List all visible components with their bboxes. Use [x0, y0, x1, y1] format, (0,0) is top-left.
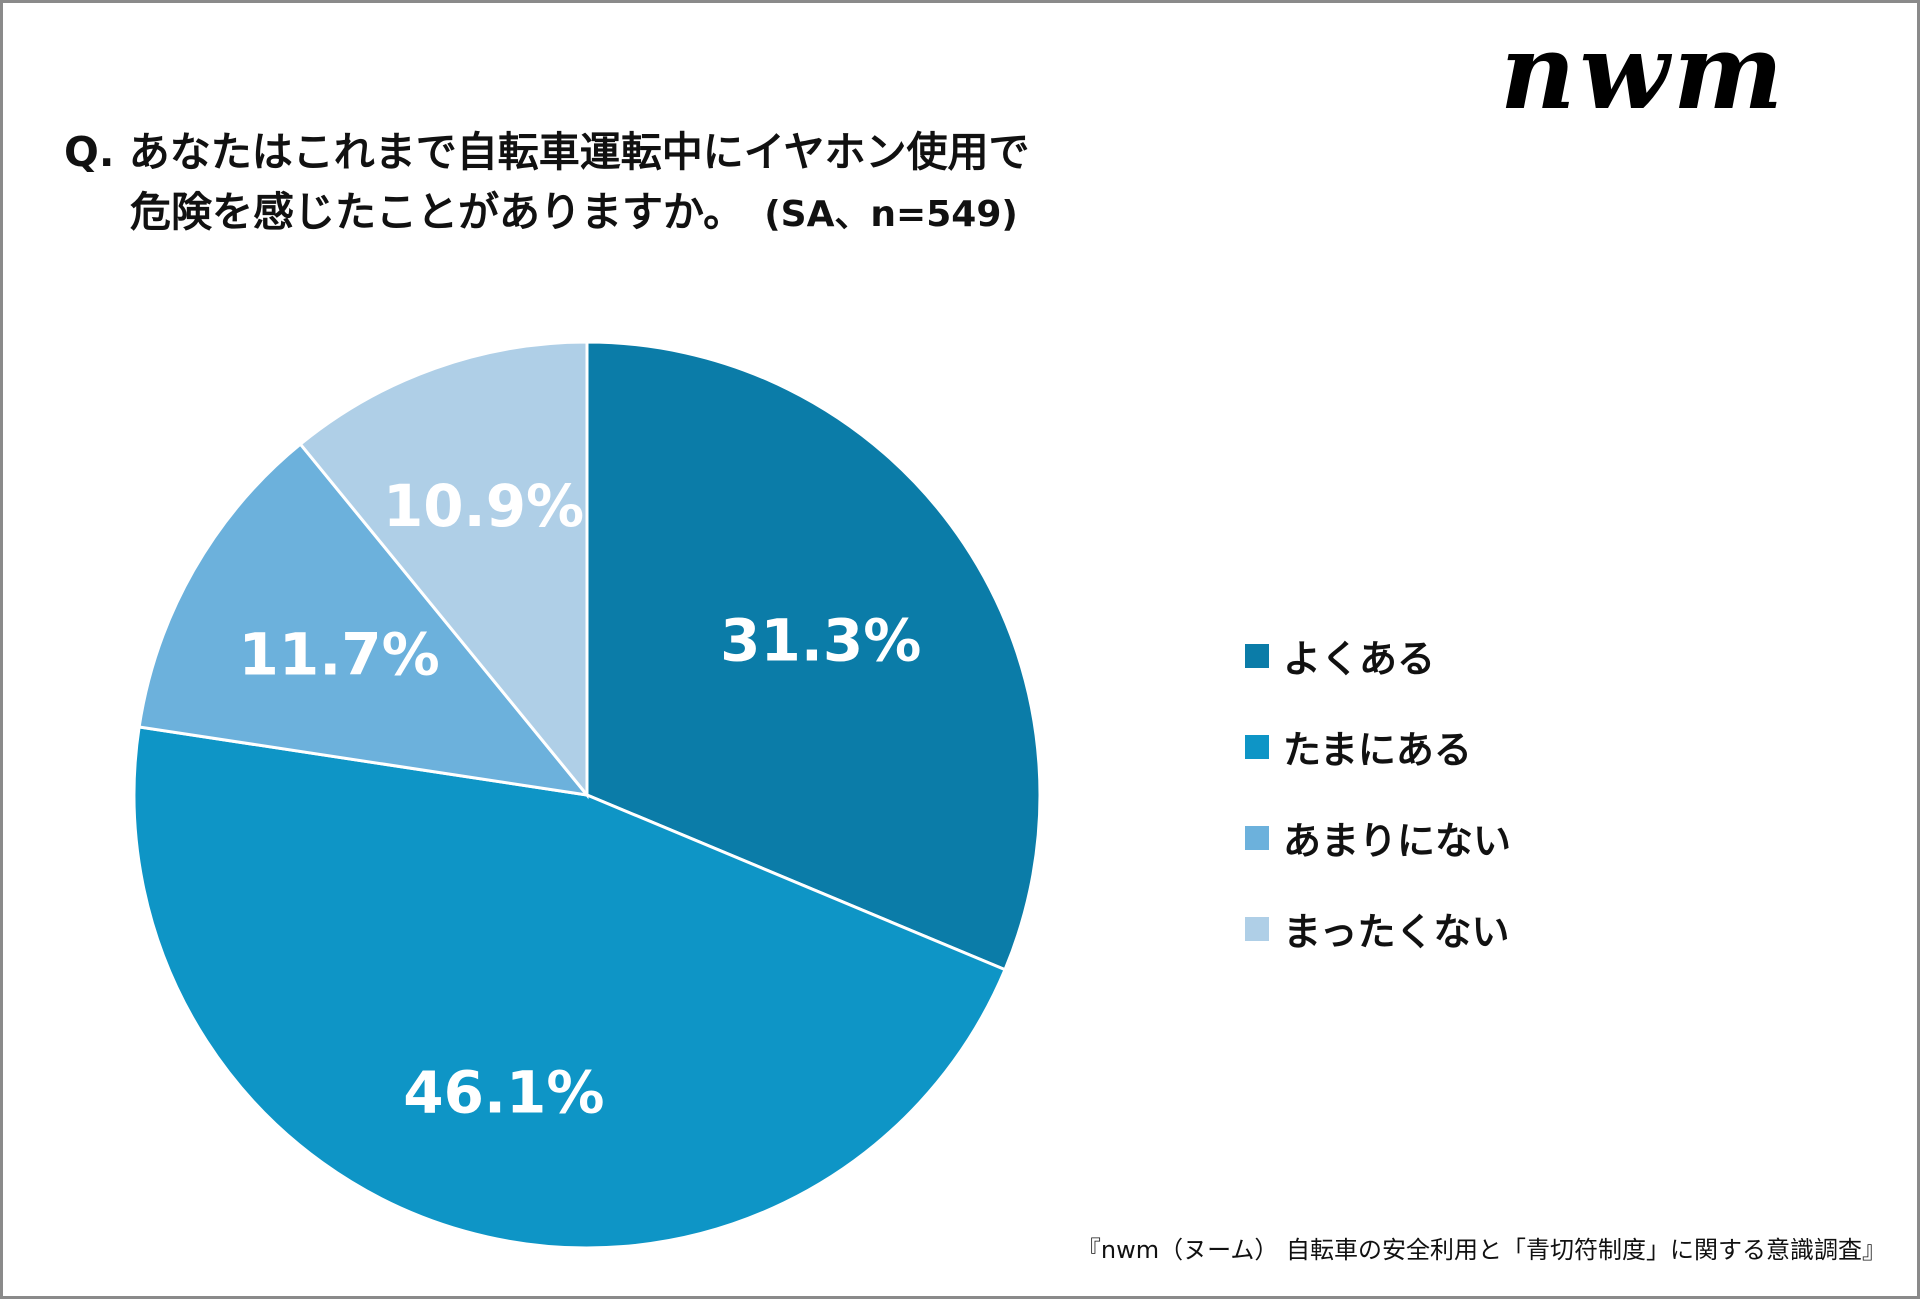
- pie-slice: [585, 340, 1042, 972]
- legend-item: あまりにない: [1245, 792, 1511, 883]
- data-label: 31.3%: [720, 606, 921, 674]
- legend-swatch: [1245, 916, 1269, 941]
- pie-slice: [132, 725, 1007, 1250]
- pie-slice: [298, 340, 589, 800]
- title-line-1: Q. あなたはこれまで自転車運転中にイヤホン使用で: [64, 128, 1030, 176]
- data-label: 46.1%: [403, 1059, 604, 1127]
- legend-swatch: [1245, 734, 1269, 759]
- legend-item: よくある: [1245, 610, 1511, 701]
- legend-swatch: [1245, 643, 1269, 668]
- legend-item: まったくない: [1245, 883, 1511, 974]
- source-note: 『nwm（ヌーム） 自転車の安全利用と「青切符制度」に関する意識調査』: [1076, 1236, 1886, 1264]
- legend-item: たまにある: [1245, 701, 1511, 792]
- sample-note: (SA、n=549): [764, 194, 1018, 235]
- legend-label: あまりにない: [1283, 819, 1512, 863]
- nwm-logo: nwm: [1500, 10, 1788, 133]
- data-label: 11.7%: [238, 621, 439, 689]
- legend-label: たまにある: [1283, 728, 1472, 772]
- legend-swatch: [1245, 825, 1269, 850]
- pie-slice: [137, 442, 591, 798]
- title-line-2: 危険を感じたことがありますか。: [130, 188, 745, 236]
- legend-label: よくある: [1283, 637, 1436, 681]
- data-label: 10.9%: [383, 472, 584, 540]
- legend: よくある たまにある あまりにない まったくない: [1245, 610, 1511, 974]
- legend-label: まったくない: [1283, 910, 1510, 954]
- chart-title: Q. あなたはこれまで自転車運転中にイヤホン使用で 危険を感じたことがありますか…: [64, 122, 1029, 245]
